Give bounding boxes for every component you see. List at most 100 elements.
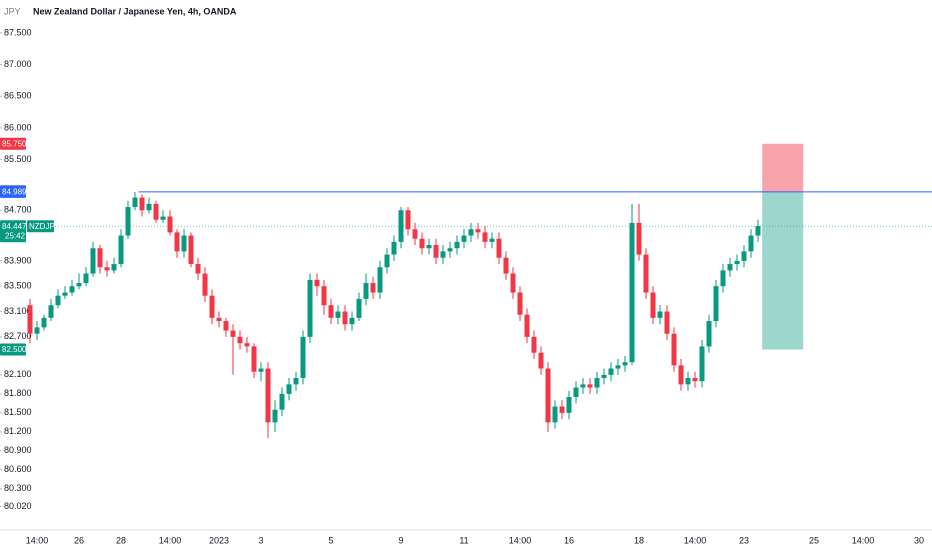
candle-body <box>251 346 257 372</box>
candle-body <box>552 406 558 423</box>
candle-body <box>405 210 411 230</box>
candle-body <box>685 378 691 385</box>
candle-body <box>510 273 516 293</box>
candle-body <box>650 292 656 318</box>
candle-body <box>398 210 404 242</box>
candle-body <box>244 343 250 347</box>
candle-body <box>734 260 740 265</box>
candle-body <box>664 311 670 334</box>
candle-body <box>202 273 208 296</box>
candle-body <box>482 232 488 242</box>
candle-body <box>342 311 348 325</box>
candle-body <box>755 226 761 236</box>
candle-body <box>727 264 733 271</box>
candle-body <box>615 365 621 369</box>
candle-body <box>370 283 376 293</box>
candle-body <box>125 207 131 236</box>
x-tick-label: 18 <box>634 535 644 545</box>
y-tick-label: 85.500 <box>4 154 32 164</box>
y-tick-label: 80.300 <box>4 483 32 493</box>
candle-body <box>90 248 96 274</box>
x-tick-label: 11 <box>459 535 468 545</box>
candle-body <box>538 352 544 369</box>
candle-body <box>636 222 642 255</box>
countdown-label: 25:42 <box>5 231 26 240</box>
candle-body <box>55 295 61 306</box>
y-tick-label: 84.700 <box>4 205 32 215</box>
candle-body <box>48 305 54 318</box>
candle-body <box>384 254 390 268</box>
candle-body <box>69 286 75 293</box>
candle-body <box>643 254 649 293</box>
x-tick-label: 9 <box>398 535 403 545</box>
candle-body <box>706 321 712 347</box>
candle-body <box>580 384 586 388</box>
candle-body <box>622 362 628 366</box>
candle-body <box>167 216 173 233</box>
stop-tag <box>0 137 26 150</box>
x-tick-label: 30 <box>914 535 924 545</box>
candle-body <box>265 368 271 423</box>
candle-body <box>713 286 719 322</box>
candle-body <box>258 368 264 372</box>
x-tick-label: 14:00 <box>159 535 182 545</box>
candle-body <box>594 378 600 388</box>
current-price-tag <box>0 220 26 243</box>
y-tick-label: 83.500 <box>4 281 32 291</box>
x-tick-label: 25 <box>809 535 819 545</box>
y-tick-label: 82.700 <box>4 331 32 341</box>
candle-body <box>328 305 334 318</box>
y-tick-label: 86.500 <box>4 91 32 101</box>
candle-body <box>160 216 166 220</box>
candle-body <box>223 321 229 331</box>
candle-body <box>286 384 292 394</box>
candle-body <box>377 267 383 293</box>
y-tick-label: 87.500 <box>4 27 32 37</box>
candle-body <box>419 238 425 249</box>
candle-body <box>692 378 698 382</box>
y-tick-label: 81.200 <box>4 426 32 436</box>
candle-body <box>671 333 677 366</box>
candle-body <box>237 336 243 344</box>
candle-body <box>195 264 201 274</box>
candle-body <box>741 251 747 261</box>
x-tick-label: 5 <box>328 535 333 545</box>
candle-body <box>517 292 523 315</box>
candle-body <box>748 235 754 252</box>
candle-body <box>279 393 285 410</box>
y-tick-label: 80.600 <box>4 464 32 474</box>
candle-body <box>111 264 117 271</box>
candle-body <box>545 368 551 423</box>
x-tick-label: 3 <box>258 535 263 545</box>
candle-body <box>349 317 355 325</box>
candle-body <box>293 378 299 385</box>
candle-body <box>181 235 187 252</box>
candle-body <box>188 235 194 265</box>
candle-body <box>412 229 418 239</box>
candle-body <box>475 229 481 233</box>
y-tick-label: 80.020 <box>4 501 32 511</box>
current-price-label: 84.447 <box>2 222 27 231</box>
candle-body <box>468 229 474 236</box>
y-tick-label: 87.000 <box>4 59 32 69</box>
candle-body <box>27 305 33 334</box>
x-tick-label: 14:00 <box>26 535 49 545</box>
chart-title: New Zealand Dollar / Japanese Yen, 4h, O… <box>33 6 237 16</box>
candle-body <box>720 270 726 287</box>
y-tick-label: 82.100 <box>4 369 32 379</box>
y-tick-label: 81.800 <box>4 388 32 398</box>
target-zone <box>762 191 804 350</box>
x-tick-label: 14:00 <box>684 535 707 545</box>
candle-body <box>559 406 565 413</box>
candle-body <box>97 248 103 268</box>
candle-body <box>433 245 439 258</box>
candle-body <box>391 241 397 255</box>
symbol-label: NZDJPY <box>29 222 61 231</box>
candle-body <box>139 197 145 211</box>
candle-body <box>300 336 306 379</box>
x-tick-label: 28 <box>116 535 126 545</box>
line-tag <box>0 185 26 198</box>
candle-body <box>216 317 222 322</box>
